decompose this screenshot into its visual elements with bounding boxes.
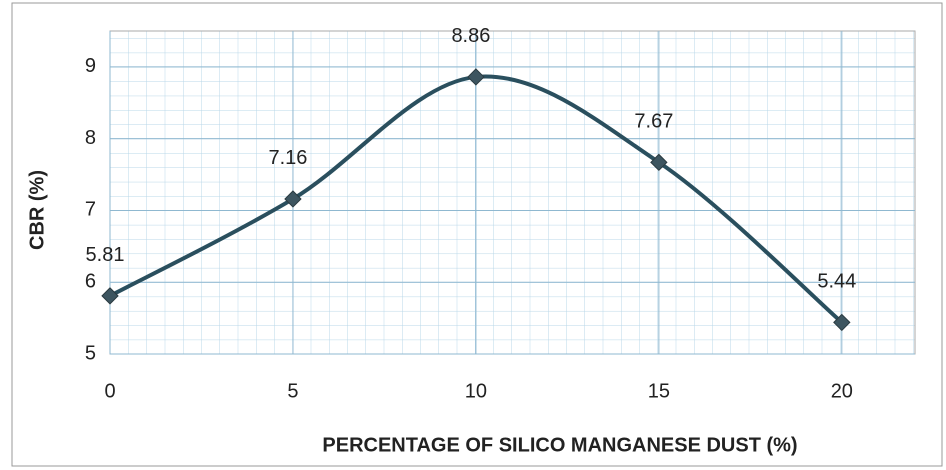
x-tick-label: 0 [104,380,115,402]
data-label: 5.44 [817,271,856,293]
data-label: 7.67 [634,111,673,133]
y-axis-title: CBR (%) [26,170,48,250]
y-tick-label: 6 [85,271,96,293]
y-tick-label: 5 [85,342,96,364]
marker [467,68,485,86]
x-tick-label: 5 [287,380,298,402]
x-tick-label: 15 [648,380,670,402]
frame [11,2,943,467]
plot-area [109,30,916,355]
x-tick-label: 20 [831,380,853,402]
marker [101,287,119,305]
marker [650,153,668,172]
marker [833,313,851,332]
data-label: 8.86 [451,25,490,47]
data-label: 7.16 [268,147,307,169]
x-tick-label: 10 [465,380,487,402]
y-tick-label: 8 [85,127,96,149]
y-tick-label: 7 [85,199,96,221]
data-label: 5.81 [86,244,125,266]
marker [284,190,302,208]
x-axis-title: PERCENTAGE OF SILICO MANGANESE DUST (%) [322,434,797,456]
y-tick-label: 9 [85,55,96,77]
